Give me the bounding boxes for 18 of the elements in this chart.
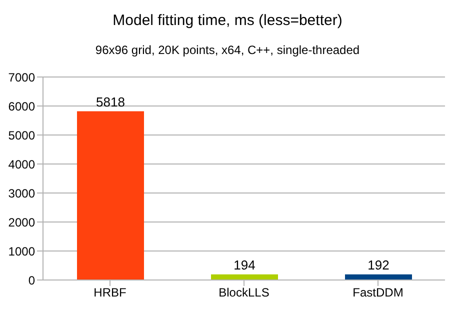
x-tick-label: BlockLLS [218, 286, 270, 300]
data-label: 194 [234, 257, 256, 272]
y-tick-label: 7000 [8, 70, 36, 84]
bar [77, 111, 144, 280]
x-tick-label: HRBF [94, 286, 126, 300]
x-tick-label: FastDDM [352, 286, 404, 300]
data-label: 5818 [96, 94, 125, 110]
chart-title: Model fitting time, ms (less=better) [112, 12, 344, 29]
chart-subtitle: 96x96 grid, 20K points, x64, C++, single-threaded [94, 43, 361, 57]
y-tick-label: 3000 [8, 186, 36, 200]
y-tick-label: 0 [28, 273, 36, 288]
y-tick-label: 5000 [8, 128, 36, 142]
y-tick-label: 4000 [8, 157, 36, 172]
y-tick-label: 2000 [8, 215, 36, 230]
y-tick-label: 6000 [8, 99, 36, 114]
bar [345, 274, 412, 280]
y-tick-label: 1000 [8, 244, 36, 258]
data-label: 192 [368, 257, 390, 272]
